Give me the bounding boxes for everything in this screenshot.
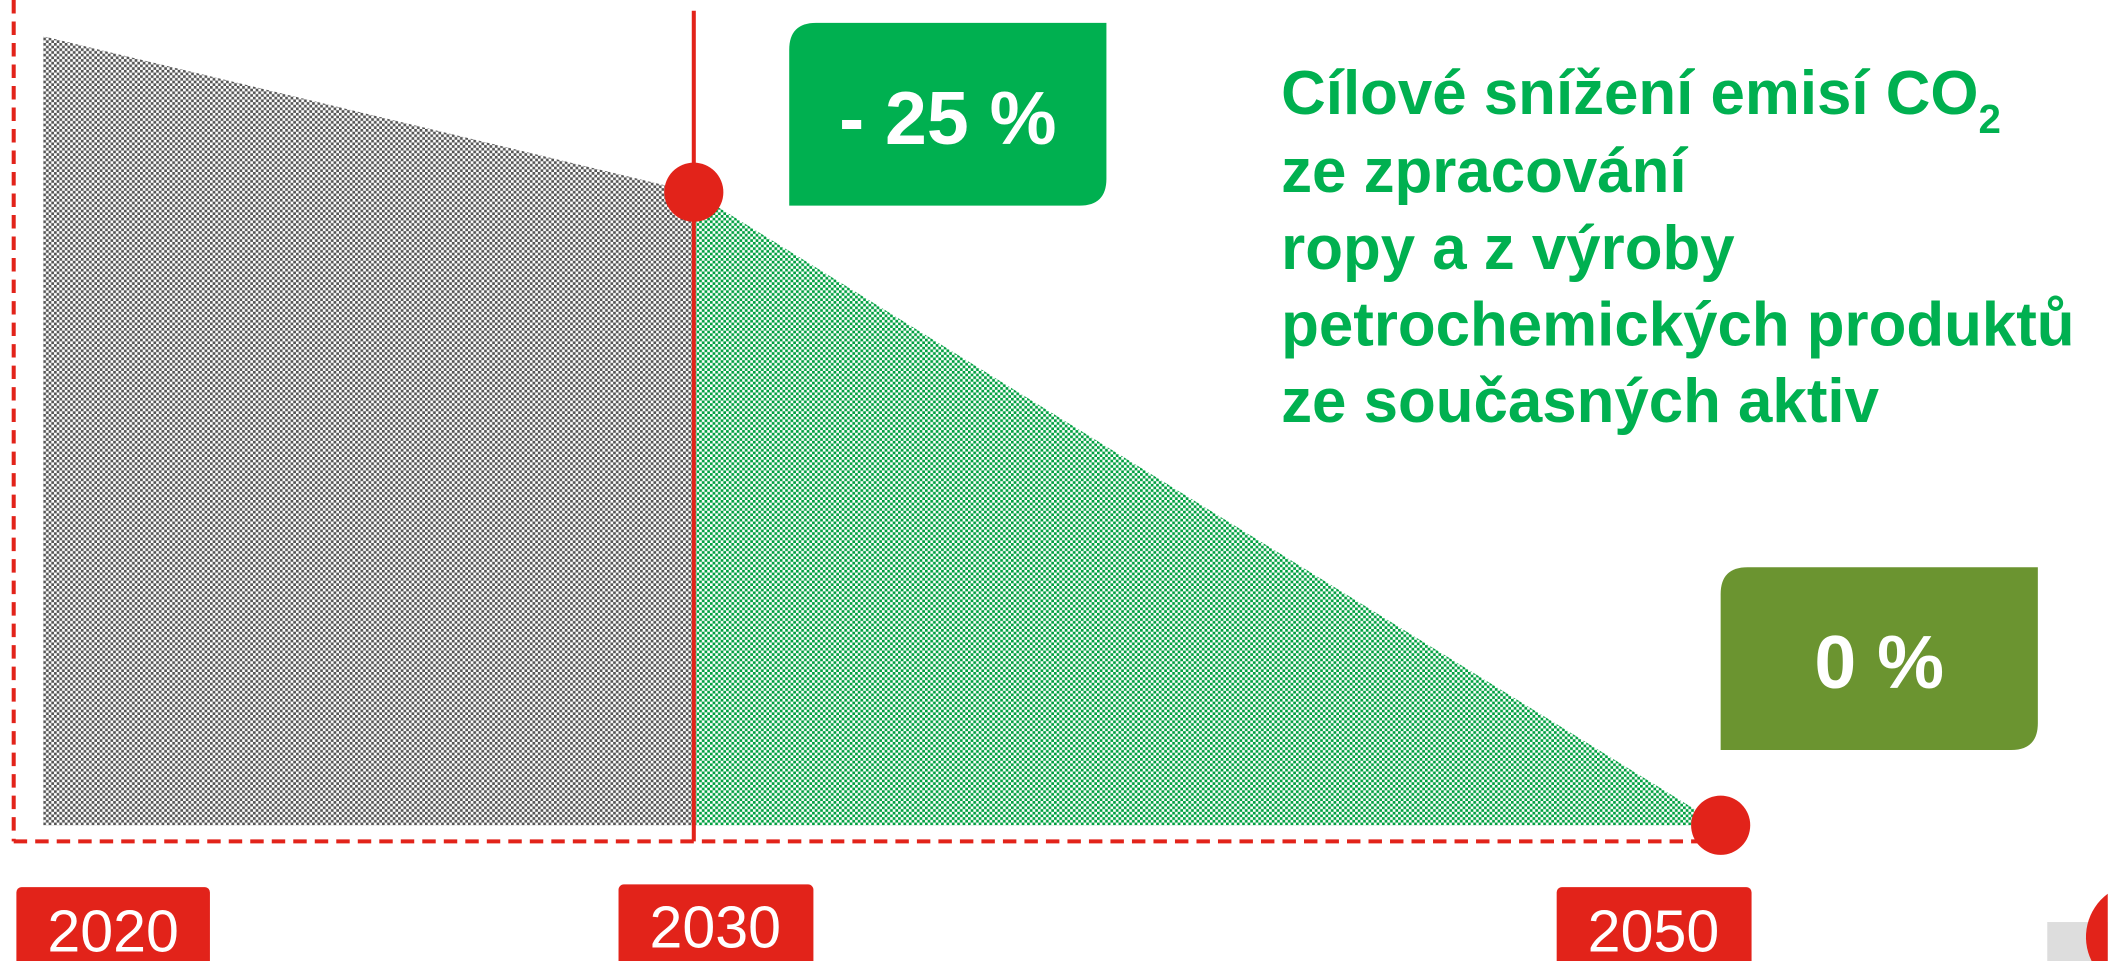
dot bbox=[664, 162, 724, 222]
heading-line: ropy a z výroby bbox=[1281, 214, 1735, 283]
badge-box bbox=[1720, 567, 2038, 750]
heading-line: ze zpracování bbox=[1281, 137, 1688, 206]
corner-decor bbox=[2085, 893, 2108, 961]
heading-text: Cílové snížení emisí CO bbox=[1281, 59, 1978, 128]
dot bbox=[1691, 795, 1751, 855]
badge-label: - 25 % bbox=[839, 76, 1056, 160]
year-box bbox=[16, 887, 210, 961]
heading-sub: 2 bbox=[1978, 96, 2000, 142]
badge-box bbox=[789, 22, 1107, 206]
year-label: 2020 bbox=[47, 898, 179, 961]
heading-line: ze současných aktiv bbox=[1281, 367, 1879, 436]
gray-area bbox=[43, 36, 694, 826]
badge-label: 0 % bbox=[1814, 620, 1944, 704]
green-area bbox=[693, 192, 1721, 826]
heading-line: petrochemických produktů bbox=[1281, 290, 2074, 359]
year-box bbox=[1556, 887, 1752, 961]
year-box bbox=[618, 884, 814, 961]
year-label: 2050 bbox=[1588, 898, 1720, 961]
year-label: 2030 bbox=[650, 894, 782, 961]
heading-line: Cílové snížení emisí CO2 bbox=[1281, 59, 2001, 142]
